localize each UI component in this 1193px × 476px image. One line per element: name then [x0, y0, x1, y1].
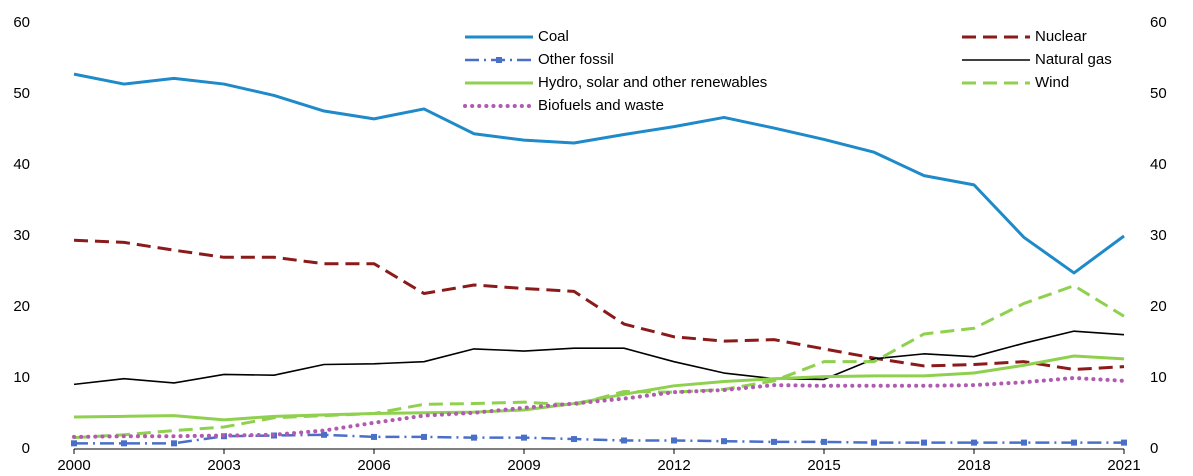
point-marker: [421, 433, 427, 440]
point-marker: [521, 434, 527, 441]
point-marker: [921, 439, 927, 446]
x-tick-label: 2018: [957, 457, 990, 474]
x-tick-label: 2006: [357, 457, 390, 474]
y2-tick-label: 0: [1150, 440, 1158, 457]
series-line: [72, 376, 1126, 439]
series-line: [73, 284, 1125, 440]
y-tick-label: 0: [22, 440, 30, 457]
legend-label: Hydro, solar and other renewables: [538, 74, 767, 91]
point-marker: [121, 440, 127, 447]
y-tick-label: 60: [13, 14, 30, 31]
series-line: [73, 354, 1125, 422]
y-tick-label: 10: [13, 369, 30, 386]
x-tick-label: 2012: [657, 457, 690, 474]
legend-label: Natural gas: [1035, 51, 1112, 68]
x-tick-label: 2021: [1107, 457, 1140, 474]
y-tick-label: 30: [13, 227, 30, 244]
point-marker: [1071, 439, 1077, 446]
y2-tick-label: 10: [1150, 369, 1167, 386]
y-tick-label: 50: [13, 85, 30, 102]
y-tick-label: 40: [13, 156, 30, 173]
y2-tick-label: 40: [1150, 156, 1167, 173]
point-marker: [71, 440, 77, 447]
legend-label: Nuclear: [1035, 28, 1087, 45]
point-marker: [621, 437, 627, 444]
point-marker: [721, 438, 727, 445]
legend-label: Biofuels and waste: [538, 97, 664, 114]
point-marker: [971, 439, 977, 446]
y2-tick-label: 30: [1150, 227, 1167, 244]
series-line: [74, 433, 1124, 445]
point-marker: [471, 434, 477, 441]
point-marker: [321, 431, 327, 438]
point-marker: [571, 436, 577, 443]
legend-label: Other fossil: [538, 51, 614, 68]
x-tick-label: 2000: [57, 457, 90, 474]
x-tick-label: 2009: [507, 457, 540, 474]
legend-key-marker: [496, 57, 502, 63]
y2-tick-label: 60: [1150, 14, 1167, 31]
legend-label: Coal: [538, 28, 569, 45]
series-line: [73, 330, 1125, 386]
point-marker: [671, 437, 677, 444]
series-line: [73, 238, 1125, 371]
y-tick-label: 20: [13, 298, 30, 315]
point-marker: [871, 439, 877, 446]
point-marker: [771, 438, 777, 445]
point-marker: [1021, 439, 1027, 446]
legend-label: Wind: [1035, 74, 1069, 91]
y2-tick-label: 50: [1150, 85, 1167, 102]
series-line: [73, 72, 1125, 275]
point-marker: [171, 440, 177, 447]
x-tick-label: 2015: [807, 457, 840, 474]
point-marker: [371, 433, 377, 440]
x-tick-label: 2003: [207, 457, 240, 474]
y2-tick-label: 20: [1150, 298, 1167, 315]
point-marker: [821, 438, 827, 445]
point-marker: [1121, 439, 1127, 446]
